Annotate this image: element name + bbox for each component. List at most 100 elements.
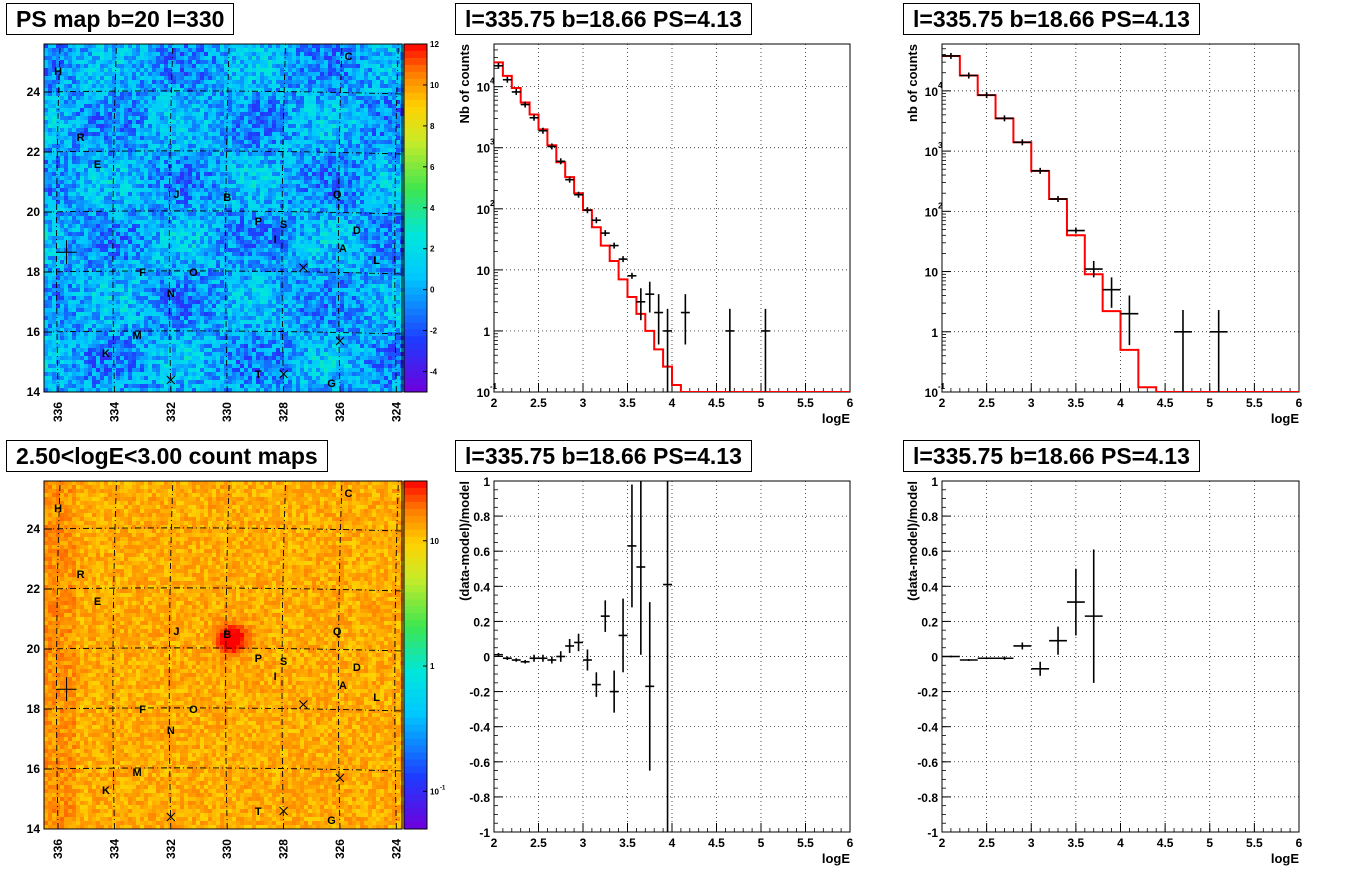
spectrum-right-x-axis-label: logE <box>1271 411 1299 426</box>
residual-left-x-tick-label: 2.5 <box>530 836 547 850</box>
ps-map-source-label: O <box>189 267 198 279</box>
residual-right-y-tick-label: 0.6 <box>921 545 938 559</box>
count-map-y-tick-label: 14 <box>27 822 41 836</box>
ps-map-x-tick-label: 330 <box>220 402 234 422</box>
ps-map-y-tick-label: 14 <box>27 385 41 399</box>
residual-left-y-tick-label: 0.8 <box>473 510 490 524</box>
residual-right-y-tick-label: -0.4 <box>917 721 938 735</box>
residual-right-x-tick-label: 5.5 <box>1246 836 1263 850</box>
ps-map-x-tick-label: 324 <box>389 402 403 422</box>
count-map-x-tick-label: 326 <box>333 839 347 859</box>
ps-map-pixels <box>44 44 404 392</box>
spectrum-left-y-tick-label: 10 <box>477 142 491 156</box>
count-map-source-label: P <box>255 653 262 665</box>
residual-right-y-tick-label: 0.8 <box>921 510 938 524</box>
spectrum-left-y-tick-label: 10 <box>477 386 491 400</box>
ps-map-source-label: N <box>167 288 175 300</box>
ps-map-source-label: I <box>274 234 277 246</box>
spectrum-left-x-axis-label: logE <box>822 411 850 426</box>
count-map-x-tick-label: 330 <box>220 839 234 859</box>
ps-map-source-label: J <box>173 189 179 201</box>
residual-right-x-tick-label: 5 <box>1206 836 1213 850</box>
ps-map-colorbar-label: -4 <box>430 368 438 377</box>
ps-map-source-label: C <box>344 51 352 63</box>
spectrum-right-model-step <box>942 56 1299 392</box>
count-map-y-tick-label: 18 <box>27 702 41 716</box>
ps-map-source-label: P <box>255 216 262 228</box>
spectrum-left-title: l=335.75 b=18.66 PS=4.13 <box>455 3 752 35</box>
spectrum-left-plot-area <box>494 62 850 392</box>
ps-map-x-tick-label: 326 <box>333 402 347 422</box>
spectrum-right-x-tick-label: 5 <box>1206 396 1213 410</box>
spectrum-left-x-tick-label: 5 <box>758 396 765 410</box>
count-map-source-label: G <box>327 815 336 827</box>
count-map-x-tick-label: 334 <box>107 839 121 859</box>
count-map-source-label: E <box>94 596 101 608</box>
spectrum-right-x-tick-label: 4 <box>1117 396 1124 410</box>
ps-map-source-label: D <box>353 225 361 237</box>
count-map-source-label: T <box>255 806 262 818</box>
spectrum-left-x-tick-label: 4 <box>669 396 676 410</box>
count-map-x-tick-label: 328 <box>277 839 291 859</box>
ps-map-colorbar-label: 0 <box>430 286 435 295</box>
residual-left-title: l=335.75 b=18.66 PS=4.13 <box>455 440 752 472</box>
ps-map-y-tick-label: 24 <box>27 85 41 99</box>
residual-right-y-tick-label: 0.2 <box>921 615 938 629</box>
residual-right-x-tick-label: 2 <box>939 836 946 850</box>
residual-left-x-axis-label: logE <box>822 851 850 866</box>
spectrum-left-x-tick-label: 3 <box>580 396 587 410</box>
spectrum-right-y-tick-label: 10 <box>925 145 939 159</box>
map-bottom-title: 2.50<logE<3.00 count maps <box>6 440 328 472</box>
residual-left-x-tick-label: 3 <box>580 836 587 850</box>
residual-right-x-tick-label: 2.5 <box>978 836 995 850</box>
count-map-source-label: K <box>102 785 110 797</box>
spectrum-right-y-tick-label: 10 <box>925 266 939 280</box>
residual-left-y-tick-label: 1 <box>483 475 490 489</box>
spectrum-left-model-step <box>494 62 850 392</box>
residual-right-title: l=335.75 b=18.66 PS=4.13 <box>903 440 1200 472</box>
spectrum-right-y-tick-label: 10 <box>925 205 939 219</box>
residual-left-y-tick-label: -0.4 <box>469 721 490 735</box>
ps-map-source-label: S <box>280 219 287 231</box>
residual-left-x-tick-label: 6 <box>847 836 854 850</box>
count-map-source-label: A <box>339 680 347 692</box>
count-map-y-tick-label: 20 <box>27 642 41 656</box>
residual-right-x-axis-label: logE <box>1271 851 1299 866</box>
count-map-source-label: C <box>344 488 352 500</box>
ps-map-colorbar-label: 6 <box>430 163 435 172</box>
count-map-source-label: B <box>223 629 231 641</box>
spectrum-left-y-tick-label: 10 <box>477 203 491 217</box>
ps-map-source-label: A <box>339 243 347 255</box>
spectrum-left-x-tick-label: 5.5 <box>797 396 814 410</box>
residual-right-y-tick-label: -0.6 <box>917 756 938 770</box>
residual-left-y-tick-label: -0.2 <box>469 686 490 700</box>
ps-map-x-tick-label: 328 <box>277 402 291 422</box>
ps-map-y-tick-label: 22 <box>27 145 41 159</box>
residual-right-plot-area <box>942 549 1103 682</box>
ps-map-source-label: B <box>223 192 231 204</box>
residual-left-y-tick-label: -1 <box>479 826 490 840</box>
ps-map-source-label: R <box>77 132 85 144</box>
spectrum-left-x-tick-label: 3.5 <box>619 396 636 410</box>
spectrum-left-y-tick-label: 10 <box>477 264 491 278</box>
spectrum-right-x-tick-label: 3 <box>1028 396 1035 410</box>
count-map-source-label: R <box>77 569 85 581</box>
count-map-source-label: M <box>132 767 141 779</box>
spectrum-left-x-tick-label: 2 <box>491 396 498 410</box>
residual-left-x-tick-label: 5.5 <box>797 836 814 850</box>
count-map-source-label: D <box>353 662 361 674</box>
ps-map-x-tick-label: 332 <box>164 402 178 422</box>
residual-left-y-tick-label: -0.8 <box>469 791 490 805</box>
ps-map-x-tick-label: 334 <box>107 402 121 422</box>
ps-map-source-label: L <box>373 255 380 267</box>
ps-map-source-label: T <box>255 369 262 381</box>
ps-map-colorbar-label: -2 <box>430 327 438 336</box>
count-map-colorbar-label: 10 <box>430 537 439 546</box>
spectrum-right-x-tick-label: 4.5 <box>1157 396 1174 410</box>
count-map-source-label: H <box>54 503 62 515</box>
residual-left-x-tick-label: 5 <box>758 836 765 850</box>
residual-right-y-axis-label: (data-model)/model <box>905 481 920 601</box>
count-map-y-tick-label: 16 <box>27 762 41 776</box>
count-map-colorbar-label: 1 <box>430 662 435 671</box>
